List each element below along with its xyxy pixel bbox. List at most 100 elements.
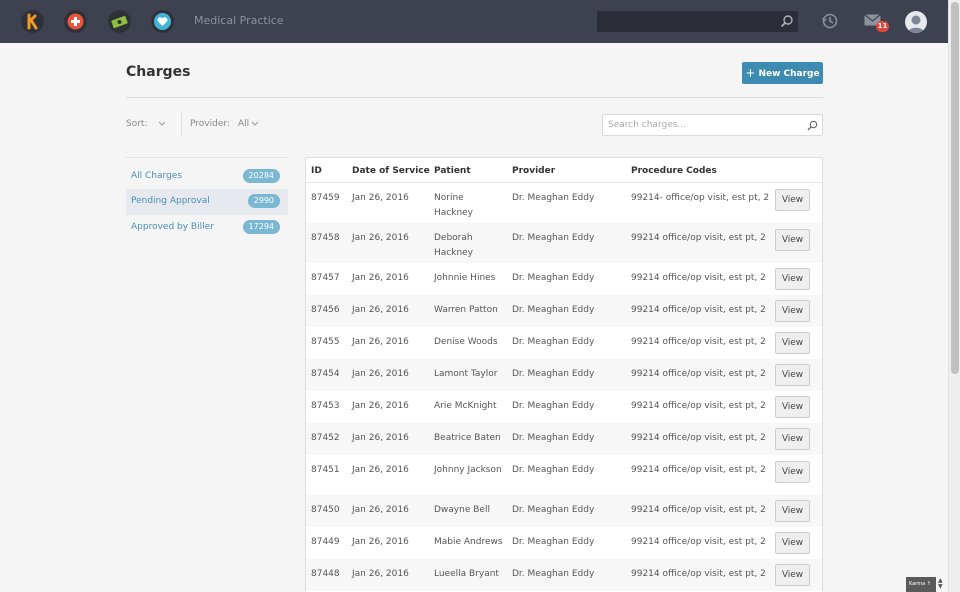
medical-cross-icon[interactable] — [64, 10, 87, 33]
table-row[interactable]: 87449 Jan 26, 2016 Mabie Andrews Dr. Meagha… — [306, 527, 822, 559]
cell-provider: Dr. Meaghan Eddy — [512, 401, 595, 411]
cell-id: 87456 — [311, 305, 340, 315]
table-row[interactable]: 87448 Jan 26, 2016 Lueella Bryant Dr. Meagh… — [306, 559, 822, 591]
page-scrollbar[interactable] — [948, 0, 960, 592]
table-row[interactable]: 87451 Jan 26, 2016 Johnny Jackson Dr. Meagh… — [306, 455, 822, 495]
table-row[interactable]: 87458 Jan 26, 2016 Deborah Hackney Dr. Meag… — [306, 223, 822, 263]
karma-scroll-arrows-icon[interactable]: ▲ ▼ — [938, 577, 943, 590]
cell-provider: Dr. Meaghan Eddy — [512, 369, 595, 379]
view-button[interactable]: View — [775, 300, 810, 322]
charges-search-input[interactable] — [608, 118, 803, 132]
charges-filter-menu: All Charges 20284 Pending Approval 2990 … — [126, 157, 288, 241]
plus-icon: + — [745, 66, 756, 80]
karma-logo-icon[interactable] — [21, 10, 44, 33]
cell-id: 87458 — [311, 233, 340, 243]
cell-procedure-codes: 99214 office/op visit, est pt, 2 … — [631, 305, 769, 315]
table-row[interactable]: 87452 Jan 26, 2016 Beatrice Baten Dr. Meagh… — [306, 423, 822, 455]
table-row[interactable]: 87459 Jan 26, 2016 Norine Hackney Dr. Meagh… — [306, 183, 822, 223]
sort-chevron-down-icon[interactable] — [158, 121, 166, 127]
view-button[interactable]: View — [775, 396, 810, 418]
cell-id: 87454 — [311, 369, 340, 379]
view-button[interactable]: View — [775, 189, 810, 211]
cell-patient: Beatrice Baten — [434, 433, 501, 443]
cell-procedure-codes: 99214 office/op visit, est pt, 2 … — [631, 537, 769, 547]
cell-id: 87459 — [311, 193, 340, 203]
cell-provider: Dr. Meaghan Eddy — [512, 433, 595, 443]
column-header-provider[interactable]: Provider — [512, 166, 556, 176]
column-header-id[interactable]: ID — [311, 166, 322, 176]
view-button[interactable]: View — [775, 332, 810, 354]
menu-item-all-charges[interactable]: All Charges 20284 — [126, 158, 288, 189]
patient-heart-icon[interactable] — [151, 10, 174, 33]
cell-patient: Johnny Jackson — [434, 465, 502, 475]
view-button[interactable]: View — [775, 500, 810, 522]
cell-provider: Dr. Meaghan Eddy — [512, 505, 595, 515]
table-row[interactable]: 87454 Jan 26, 2016 Lamont Taylor Dr. Meagha… — [306, 359, 822, 391]
cell-id: 87457 — [311, 273, 340, 283]
cell-procedure-codes: 99214 office/op visit, est pt, 2 … — [631, 505, 769, 515]
menu-item-pending-approval[interactable]: Pending Approval 2990 — [126, 189, 288, 215]
mail-icon[interactable] — [864, 14, 882, 27]
history-icon[interactable] — [821, 12, 839, 30]
cell-provider: Dr. Meaghan Eddy — [512, 233, 595, 243]
search-icon — [780, 15, 793, 28]
cell-procedure-codes: 99214 office/op visit, est pt, 2 … — [631, 433, 769, 443]
cell-patient: Norine Hackney — [434, 193, 474, 218]
view-button[interactable]: View — [775, 461, 810, 483]
search-icon[interactable] — [807, 120, 818, 131]
provider-select[interactable]: All — [238, 119, 250, 129]
cell-id: 87451 — [311, 465, 340, 475]
cell-id: 87449 — [311, 537, 340, 547]
provider-chevron-down-icon[interactable] — [251, 121, 259, 127]
count-badge: 2990 — [247, 194, 280, 208]
cell-date: Jan 26, 2016 — [352, 337, 409, 347]
cell-date: Jan 26, 2016 — [352, 305, 409, 315]
cell-id: 87450 — [311, 505, 340, 515]
cell-date: Jan 26, 2016 — [352, 505, 409, 515]
cell-date: Jan 26, 2016 — [352, 465, 409, 475]
table-row[interactable]: 87453 Jan 26, 2016 Arie McKnight Dr. Meagha… — [306, 391, 822, 423]
table-row[interactable]: 87456 Jan 26, 2016 Warren Patton Dr. Meagha… — [306, 295, 822, 327]
cell-patient: Lueella Bryant — [434, 569, 499, 579]
table-row[interactable]: 87455 Jan 26, 2016 Denise Woods Dr. Meaghan… — [306, 327, 822, 359]
cell-provider: Dr. Meaghan Eddy — [512, 273, 595, 283]
user-avatar[interactable] — [905, 11, 927, 33]
view-button[interactable]: View — [775, 268, 810, 290]
cell-procedure-codes: 99214 office/op visit, est pt, 2 … — [631, 465, 769, 475]
notification-badge: 11 — [876, 21, 889, 32]
cell-date: Jan 26, 2016 — [352, 537, 409, 547]
cell-procedure-codes: 99214 office/op visit, est pt, 2 … — [631, 273, 769, 283]
cell-procedure-codes: 99214 office/op visit, est pt, 2 … — [631, 369, 769, 379]
view-button[interactable]: View — [775, 564, 810, 586]
view-button[interactable]: View — [775, 229, 810, 251]
cell-date: Jan 26, 2016 — [352, 193, 409, 203]
table-header: ID Date of Service Patient Provider Proc… — [306, 158, 822, 183]
charges-search — [602, 114, 823, 136]
column-header-patient[interactable]: Patient — [434, 166, 471, 176]
cell-patient: Dwayne Bell — [434, 505, 490, 515]
view-button[interactable]: View — [775, 532, 810, 554]
table-row[interactable]: 87457 Jan 26, 2016 Johnnie Hines Dr. Meagha… — [306, 263, 822, 295]
cell-procedure-codes: 99214 office/op visit, est pt, 2 … — [631, 337, 769, 347]
cell-provider: Dr. Meaghan Eddy — [512, 569, 595, 579]
new-charge-button[interactable]: + New Charge — [742, 62, 823, 84]
cell-provider: Dr. Meaghan Eddy — [512, 193, 595, 203]
cell-patient: Lamont Taylor — [434, 369, 498, 379]
table-row[interactable]: 87450 Jan 26, 2016 Dwayne Bell Dr. Meaghan … — [306, 495, 822, 527]
view-button[interactable]: View — [775, 428, 810, 450]
global-search-input[interactable] — [597, 11, 798, 32]
scrollbar-thumb[interactable] — [951, 2, 959, 374]
cell-patient: Mabie Andrews — [434, 537, 503, 547]
menu-item-label: Approved by Biller — [131, 222, 214, 232]
billing-money-icon[interactable] — [108, 10, 131, 33]
menu-item-approved-by-biller[interactable]: Approved by Biller 17294 — [126, 215, 288, 241]
view-button[interactable]: View — [775, 364, 810, 386]
page-title: Charges — [126, 64, 191, 80]
column-header-date[interactable]: Date of Service — [352, 166, 430, 176]
column-header-procedure-codes[interactable]: Procedure Codes — [631, 166, 717, 176]
karma-widget[interactable]: Karma ↑ — [906, 577, 936, 592]
cell-date: Jan 26, 2016 — [352, 233, 409, 243]
cell-provider: Dr. Meaghan Eddy — [512, 337, 595, 347]
cell-procedure-codes: 99214 office/op visit, est pt, 2 … — [631, 233, 769, 243]
cell-procedure-codes: 99214 office/op visit, est pt, 2 … — [631, 569, 769, 579]
